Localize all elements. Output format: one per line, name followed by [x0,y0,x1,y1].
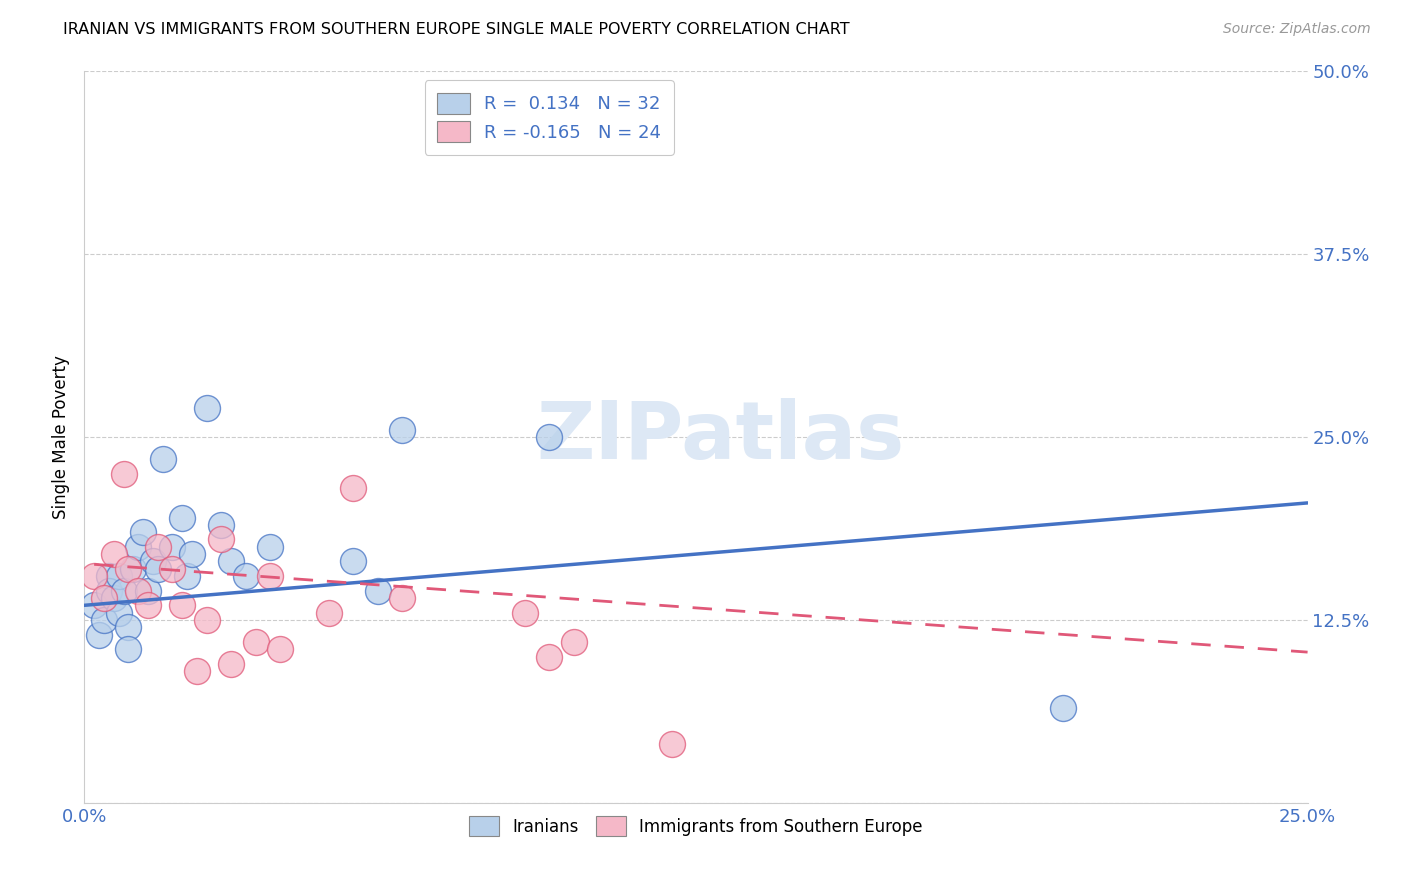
Point [269,642,291,657]
Point [97,583,120,598]
Point [245,635,267,649]
Point [259,540,281,554]
Point [172,510,194,524]
Point [136,583,159,598]
Point [209,517,232,532]
Point [562,635,585,649]
Point [1052,700,1074,714]
Point [93,613,115,627]
Point [195,613,218,627]
Point [367,583,389,598]
Point [83,599,105,613]
Point [117,642,139,657]
Point [152,452,174,467]
Point [235,569,257,583]
Point [117,562,139,576]
Point [195,401,218,415]
Point [127,583,149,598]
Point [107,569,129,583]
Point [513,606,536,620]
Point [117,620,139,634]
Point [661,737,683,751]
Point [142,554,165,568]
Point [112,467,135,481]
Point [209,533,232,547]
Point [259,569,281,583]
Point [172,599,194,613]
Point [162,540,184,554]
Point [112,583,135,598]
Point [538,649,561,664]
Point [318,606,340,620]
Text: IRANIAN VS IMMIGRANTS FROM SOUTHERN EUROPE SINGLE MALE POVERTY CORRELATION CHART: IRANIAN VS IMMIGRANTS FROM SOUTHERN EURO… [63,22,849,37]
Legend: Iranians, Immigrants from Southern Europe: Iranians, Immigrants from Southern Europ… [460,806,932,846]
Point [146,562,169,576]
Point [391,591,413,605]
Point [176,569,198,583]
Point [342,481,364,495]
Point [538,430,561,444]
Point [146,540,169,554]
Point [122,562,145,576]
Point [103,591,125,605]
Point [219,657,242,671]
Point [93,591,115,605]
Text: ZIPatlas: ZIPatlas [536,398,904,476]
Point [342,554,364,568]
Point [181,547,204,561]
Point [132,525,155,540]
Point [97,569,120,583]
Point [103,547,125,561]
Point [219,554,242,568]
Text: Source: ZipAtlas.com: Source: ZipAtlas.com [1223,22,1371,37]
Point [127,540,149,554]
Point [87,627,110,641]
Point [83,569,105,583]
Point [186,664,208,678]
Point [391,423,413,437]
Point [136,599,159,613]
Point [107,606,129,620]
Point [162,562,184,576]
Y-axis label: Single Male Poverty: Single Male Poverty [52,355,70,519]
